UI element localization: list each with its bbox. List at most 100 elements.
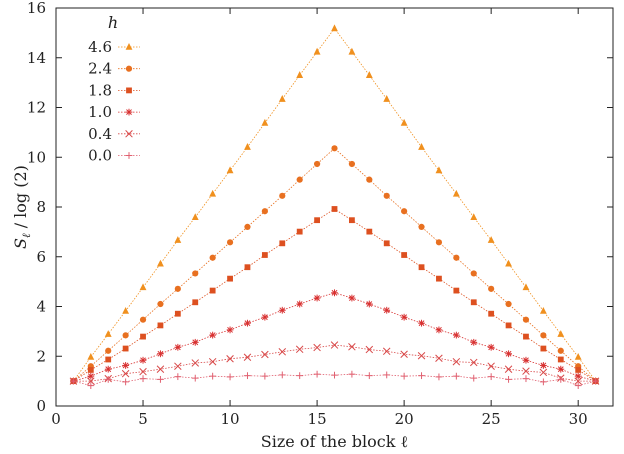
data-point <box>488 285 495 292</box>
data-point <box>140 333 146 340</box>
data-point <box>365 300 373 308</box>
series-h-0.0 <box>70 370 599 390</box>
data-point <box>522 283 530 291</box>
data-point <box>504 365 513 373</box>
data-point <box>470 270 477 277</box>
data-point <box>331 289 338 297</box>
data-point <box>348 47 356 55</box>
legend-marker <box>125 43 133 50</box>
data-point <box>261 313 269 321</box>
data-point <box>104 365 112 373</box>
data-point <box>400 372 408 380</box>
data-point <box>470 338 478 346</box>
data-point <box>209 331 217 339</box>
data-point <box>452 331 460 339</box>
data-point <box>348 343 356 351</box>
x-axis-label: Size of the block ℓ <box>261 432 409 451</box>
data-point <box>157 259 164 267</box>
data-point <box>122 378 130 386</box>
data-point <box>574 372 582 380</box>
data-point <box>331 371 338 379</box>
data-point <box>401 208 408 215</box>
data-point <box>365 372 373 380</box>
data-point <box>540 332 547 339</box>
legend-entry-label: 2.4 <box>88 60 112 78</box>
data-point <box>209 287 216 294</box>
data-point <box>296 176 303 183</box>
data-point <box>401 252 408 258</box>
data-point <box>330 341 339 349</box>
data-point <box>382 347 391 356</box>
data-point <box>296 228 303 235</box>
data-point <box>226 239 234 246</box>
legend-marker <box>125 130 133 138</box>
data-point <box>331 145 338 152</box>
data-point <box>435 373 443 381</box>
data-point <box>244 264 251 271</box>
data-point <box>348 294 356 302</box>
legend-entry-label: 1.0 <box>88 103 112 121</box>
data-point <box>226 373 234 381</box>
data-point <box>436 275 442 282</box>
data-point <box>227 275 233 282</box>
data-point <box>505 259 512 267</box>
series-h-1.8 <box>70 206 599 385</box>
y-tick-label: 14 <box>27 49 46 67</box>
data-point <box>174 373 182 381</box>
data-point <box>505 322 512 329</box>
data-point <box>400 350 408 359</box>
data-point <box>279 192 286 199</box>
data-point <box>209 372 217 380</box>
data-point <box>469 358 478 367</box>
y-axis-label-sub: ℓ <box>20 233 33 238</box>
data-point <box>418 223 425 230</box>
x-tick-label: 5 <box>138 410 148 428</box>
data-point <box>435 326 443 334</box>
legend-entry-label: 1.8 <box>88 81 112 99</box>
legend-entry-label: 0.0 <box>88 147 112 165</box>
data-point <box>208 357 217 366</box>
data-point <box>349 217 355 224</box>
data-point <box>261 350 269 359</box>
data-point <box>296 300 304 308</box>
data-point <box>139 356 147 364</box>
data-point <box>313 47 321 55</box>
data-point <box>244 372 251 380</box>
data-point <box>383 240 390 247</box>
y-axis-label-main: S <box>11 238 30 249</box>
data-point <box>157 322 164 329</box>
y-tick-label: 4 <box>36 298 46 316</box>
data-point <box>122 306 130 314</box>
data-point <box>157 350 164 358</box>
data-point <box>418 372 425 380</box>
data-point <box>452 189 460 197</box>
legend-marker <box>125 65 133 72</box>
data-point <box>540 345 547 352</box>
data-point <box>539 368 548 377</box>
data-point <box>574 352 582 360</box>
data-point <box>174 236 182 243</box>
data-point <box>226 354 234 363</box>
data-point <box>453 287 460 294</box>
data-point <box>244 319 251 327</box>
data-point <box>174 362 182 370</box>
x-tick-label: 10 <box>221 410 240 428</box>
data-point <box>383 306 391 314</box>
data-point <box>417 351 426 360</box>
data-point <box>557 356 564 363</box>
data-point <box>314 217 320 224</box>
data-point <box>105 356 112 363</box>
legend: h 4.6 2.4 1.8 1.0 0.4 0.0 <box>88 13 140 165</box>
data-point <box>122 332 129 339</box>
data-point <box>296 71 304 78</box>
x-tick-label: 15 <box>308 410 327 428</box>
data-point <box>539 378 547 386</box>
data-point <box>435 354 443 362</box>
data-point <box>522 367 530 375</box>
series-layer <box>69 24 600 390</box>
data-point <box>87 377 95 385</box>
y-tick-label: 0 <box>36 397 46 415</box>
data-point <box>261 372 269 380</box>
data-point <box>313 370 321 378</box>
data-point <box>366 176 373 183</box>
